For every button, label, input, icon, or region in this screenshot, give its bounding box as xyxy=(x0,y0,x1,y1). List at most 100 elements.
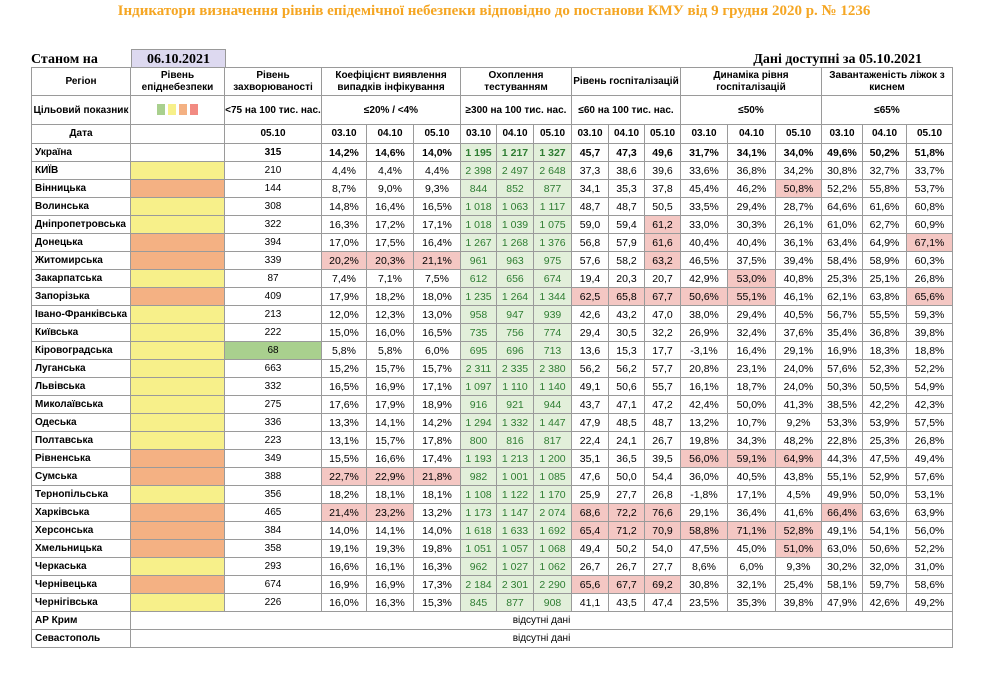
dyn-value: 32,4% xyxy=(727,323,776,342)
table-row: Харківська 465 21,4% 23,2% 13,2% 1 173 1 147 2 … xyxy=(31,503,953,522)
morbidity-value: 394 xyxy=(224,233,322,252)
det-value: 13,2% xyxy=(413,503,461,522)
morbidity-value: 308 xyxy=(224,197,322,216)
test-value: 1 267 xyxy=(460,233,497,252)
hosp-value: 27,7 xyxy=(608,485,645,504)
date-cell: 04.10 xyxy=(496,124,534,144)
dyn-value: 29,1% xyxy=(775,341,822,360)
det-value: 17,6% xyxy=(321,395,367,414)
dyn-value: 46,5% xyxy=(680,251,728,270)
level-cell xyxy=(130,251,225,270)
det-value: 14,2% xyxy=(321,143,367,162)
test-value: 947 xyxy=(496,305,534,324)
det-value: 17,3% xyxy=(413,575,461,594)
det-value: 12,0% xyxy=(321,305,367,324)
hosp-value: 30,5 xyxy=(608,323,645,342)
beds-value: 62,7% xyxy=(862,215,907,234)
region-name: Закарпатська xyxy=(31,269,131,288)
morbidity-value: 356 xyxy=(224,485,322,504)
test-value: 2 290 xyxy=(533,575,572,594)
test-value: 1 108 xyxy=(460,485,497,504)
level-swatch xyxy=(157,104,165,116)
test-value: 1 692 xyxy=(533,521,572,540)
beds-value: 49,4% xyxy=(906,449,953,468)
region-name: Черкаська xyxy=(31,557,131,576)
dyn-value: 50,6% xyxy=(680,287,728,306)
dyn-value: 19,8% xyxy=(680,431,728,450)
hosp-value: 49,1 xyxy=(571,377,609,396)
test-value: 816 xyxy=(496,431,534,450)
table-row: Херсонська 384 14,0% 14,1% 14,0% 1 618 1 633 1 … xyxy=(31,521,953,540)
region-header: Регіон xyxy=(31,67,131,96)
det-value: 18,0% xyxy=(413,287,461,306)
det-value: 16,9% xyxy=(366,377,414,396)
det-value: 16,3% xyxy=(366,593,414,612)
beds-value: 57,5% xyxy=(906,413,953,432)
beds-value: 49,6% xyxy=(821,143,863,162)
det-value: 12,3% xyxy=(366,305,414,324)
dynamic-header: Динаміка рівня госпіталізацій xyxy=(680,67,822,96)
level-cell xyxy=(130,287,225,306)
detection-header: Коефіцієнт виявлення випадків інфікуванн… xyxy=(321,67,461,96)
beds-value: 58,4% xyxy=(821,251,863,270)
dyn-value: 33,6% xyxy=(680,161,728,180)
det-value: 17,9% xyxy=(321,287,367,306)
dyn-value: 58,8% xyxy=(680,521,728,540)
det-value: 16,9% xyxy=(366,575,414,594)
date-cell: 03.10 xyxy=(460,124,497,144)
date-cell: 05.10 xyxy=(533,124,572,144)
region-name: Херсонська xyxy=(31,521,131,540)
morbidity-value: 674 xyxy=(224,575,322,594)
level-swatch xyxy=(190,104,198,116)
dyn-value: 52,8% xyxy=(775,521,822,540)
hosp-value: 47,1 xyxy=(608,395,645,414)
det-value: 18,2% xyxy=(366,287,414,306)
dyn-value: 30,3% xyxy=(727,215,776,234)
test-value: 1 085 xyxy=(533,467,572,486)
test-value: 2 184 xyxy=(460,575,497,594)
morbidity-value: 358 xyxy=(224,539,322,558)
det-value: 15,2% xyxy=(321,359,367,378)
det-value: 18,1% xyxy=(413,485,461,504)
hosp-value: 38,6 xyxy=(608,161,645,180)
dyn-value: 29,4% xyxy=(727,197,776,216)
det-value: 17,4% xyxy=(413,449,461,468)
morbidity-value: 349 xyxy=(224,449,322,468)
hosp-value: 27,7 xyxy=(644,557,681,576)
dyn-value: 33,5% xyxy=(680,197,728,216)
test-value: 2 335 xyxy=(496,359,534,378)
hosp-value: 39,5 xyxy=(644,449,681,468)
region-name: Чернівецька xyxy=(31,575,131,594)
dyn-value: 35,3% xyxy=(727,593,776,612)
hosp-value: 48,7 xyxy=(608,197,645,216)
date-cell: 05.10 xyxy=(906,124,953,144)
morbidity-header: Рівень захворюваності xyxy=(224,67,322,96)
test-value: 695 xyxy=(460,341,497,360)
dyn-value: 55,1% xyxy=(727,287,776,306)
hosp-value: 35,3 xyxy=(608,179,645,198)
test-value: 1 213 xyxy=(496,449,534,468)
table-row: Дніпропетровська 322 16,3% 17,2% 17,1% 1 018 1… xyxy=(31,215,953,234)
det-value: 4,4% xyxy=(321,161,367,180)
dyn-value: 25,4% xyxy=(775,575,822,594)
region-name: Волинська xyxy=(31,197,131,216)
test-value: 1 193 xyxy=(460,449,497,468)
hosp-value: 37,8 xyxy=(644,179,681,198)
det-value: 21,8% xyxy=(413,467,461,486)
beds-value: 54,1% xyxy=(862,521,907,540)
hosp-value: 50,0 xyxy=(608,467,645,486)
beds-value: 51,8% xyxy=(906,143,953,162)
det-value: 13,1% xyxy=(321,431,367,450)
table-row: Чернігівська 226 16,0% 16,3% 15,3% 845 877 908 4… xyxy=(31,593,953,612)
beds-value: 30,8% xyxy=(821,161,863,180)
det-value: 14,0% xyxy=(413,143,461,162)
hosp-value: 49,6 xyxy=(644,143,681,162)
beds-value: 30,2% xyxy=(821,557,863,576)
table-row: Житомирська 339 20,2% 20,3% 21,1% 961 963 975 57… xyxy=(31,251,953,270)
hosp-value: 43,7 xyxy=(571,395,609,414)
region-name: Харківська xyxy=(31,503,131,522)
det-value: 21,1% xyxy=(413,251,461,270)
beds-value: 52,3% xyxy=(862,359,907,378)
hosp-value: 49,4 xyxy=(571,539,609,558)
beds-value: 18,3% xyxy=(862,341,907,360)
